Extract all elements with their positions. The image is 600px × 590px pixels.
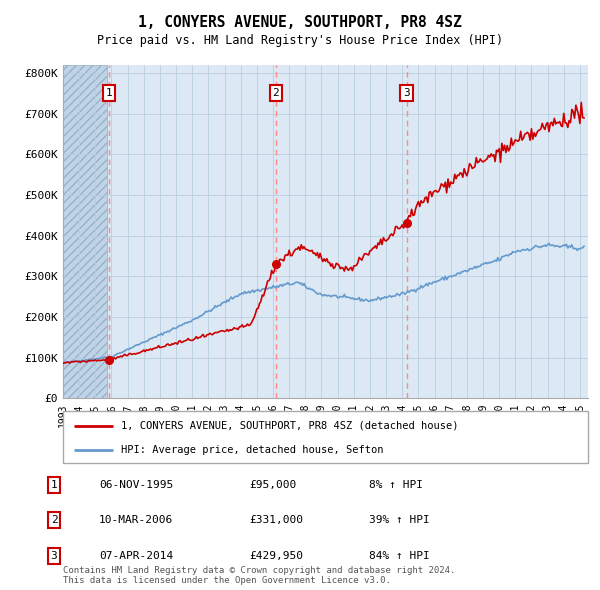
Bar xyxy=(63,65,107,398)
Text: 39% ↑ HPI: 39% ↑ HPI xyxy=(369,516,430,525)
Text: Contains HM Land Registry data © Crown copyright and database right 2024.
This d: Contains HM Land Registry data © Crown c… xyxy=(63,566,455,585)
Text: 3: 3 xyxy=(50,551,58,560)
Text: 1: 1 xyxy=(106,88,112,98)
Text: £429,950: £429,950 xyxy=(249,551,303,560)
Text: 2: 2 xyxy=(272,88,279,98)
Text: 8% ↑ HPI: 8% ↑ HPI xyxy=(369,480,423,490)
Text: £331,000: £331,000 xyxy=(249,516,303,525)
Text: 3: 3 xyxy=(403,88,410,98)
FancyBboxPatch shape xyxy=(63,411,588,463)
Text: 1: 1 xyxy=(50,480,58,490)
Text: HPI: Average price, detached house, Sefton: HPI: Average price, detached house, Seft… xyxy=(121,445,383,455)
Text: Price paid vs. HM Land Registry's House Price Index (HPI): Price paid vs. HM Land Registry's House … xyxy=(97,34,503,47)
Text: 2: 2 xyxy=(50,516,58,525)
Text: 06-NOV-1995: 06-NOV-1995 xyxy=(99,480,173,490)
Text: 10-MAR-2006: 10-MAR-2006 xyxy=(99,516,173,525)
Text: 84% ↑ HPI: 84% ↑ HPI xyxy=(369,551,430,560)
Text: 1, CONYERS AVENUE, SOUTHPORT, PR8 4SZ (detached house): 1, CONYERS AVENUE, SOUTHPORT, PR8 4SZ (d… xyxy=(121,421,458,431)
Text: 1, CONYERS AVENUE, SOUTHPORT, PR8 4SZ: 1, CONYERS AVENUE, SOUTHPORT, PR8 4SZ xyxy=(138,15,462,30)
Text: 07-APR-2014: 07-APR-2014 xyxy=(99,551,173,560)
Text: £95,000: £95,000 xyxy=(249,480,296,490)
